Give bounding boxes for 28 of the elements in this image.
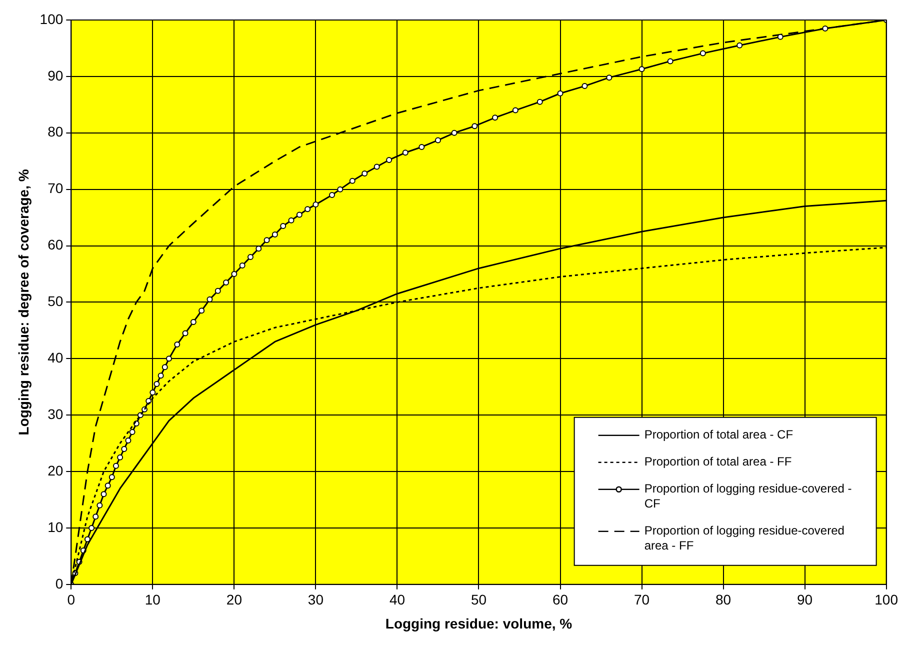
x-tick-label: 90: [797, 592, 813, 608]
y-tick-label: 20: [48, 462, 64, 478]
legend-label: Proportion of total area - CF: [644, 428, 794, 442]
y-axis-title: Logging residue: degree of coverage, %: [15, 168, 32, 436]
x-tick-label: 30: [308, 592, 324, 608]
legend-label: Proportion of total area - FF: [644, 454, 792, 469]
x-tick-label: 70: [634, 592, 650, 608]
y-tick-label: 60: [48, 236, 64, 253]
x-tick-label: 80: [716, 592, 732, 608]
y-tick-label: 50: [48, 293, 64, 310]
y-tick-label: 90: [48, 67, 64, 84]
x-tick-label: 100: [874, 592, 898, 608]
y-tick-label: 40: [48, 350, 64, 366]
x-tick-label: 20: [226, 592, 242, 608]
x-tick-label: 0: [67, 592, 76, 608]
y-tick-label: 10: [48, 518, 64, 535]
x-tick-label: 40: [389, 592, 406, 608]
x-tick-label: 10: [144, 592, 161, 608]
x-axis-title: Logging residue: volume, %: [385, 615, 573, 632]
x-tick-label: 60: [552, 592, 568, 608]
y-tick-label: 30: [48, 406, 64, 422]
y-tick-label: 70: [48, 180, 64, 196]
y-tick-label: 0: [55, 575, 64, 592]
legend-label: Proportion of logging residue-covered area - FF: [644, 524, 844, 553]
x-tick-label: 50: [470, 592, 487, 608]
legend-label: Proportion of logging residue-covered - CF: [644, 482, 852, 511]
y-tick-label: 80: [48, 124, 64, 140]
y-tick-label: 100: [40, 10, 64, 27]
